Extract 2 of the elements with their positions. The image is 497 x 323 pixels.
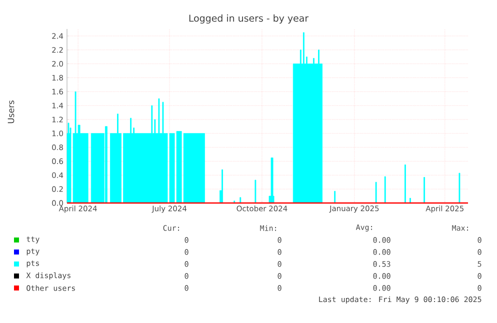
chart-title: Logged in users - by year: [189, 14, 309, 24]
y-axis-title: Users: [8, 100, 14, 124]
